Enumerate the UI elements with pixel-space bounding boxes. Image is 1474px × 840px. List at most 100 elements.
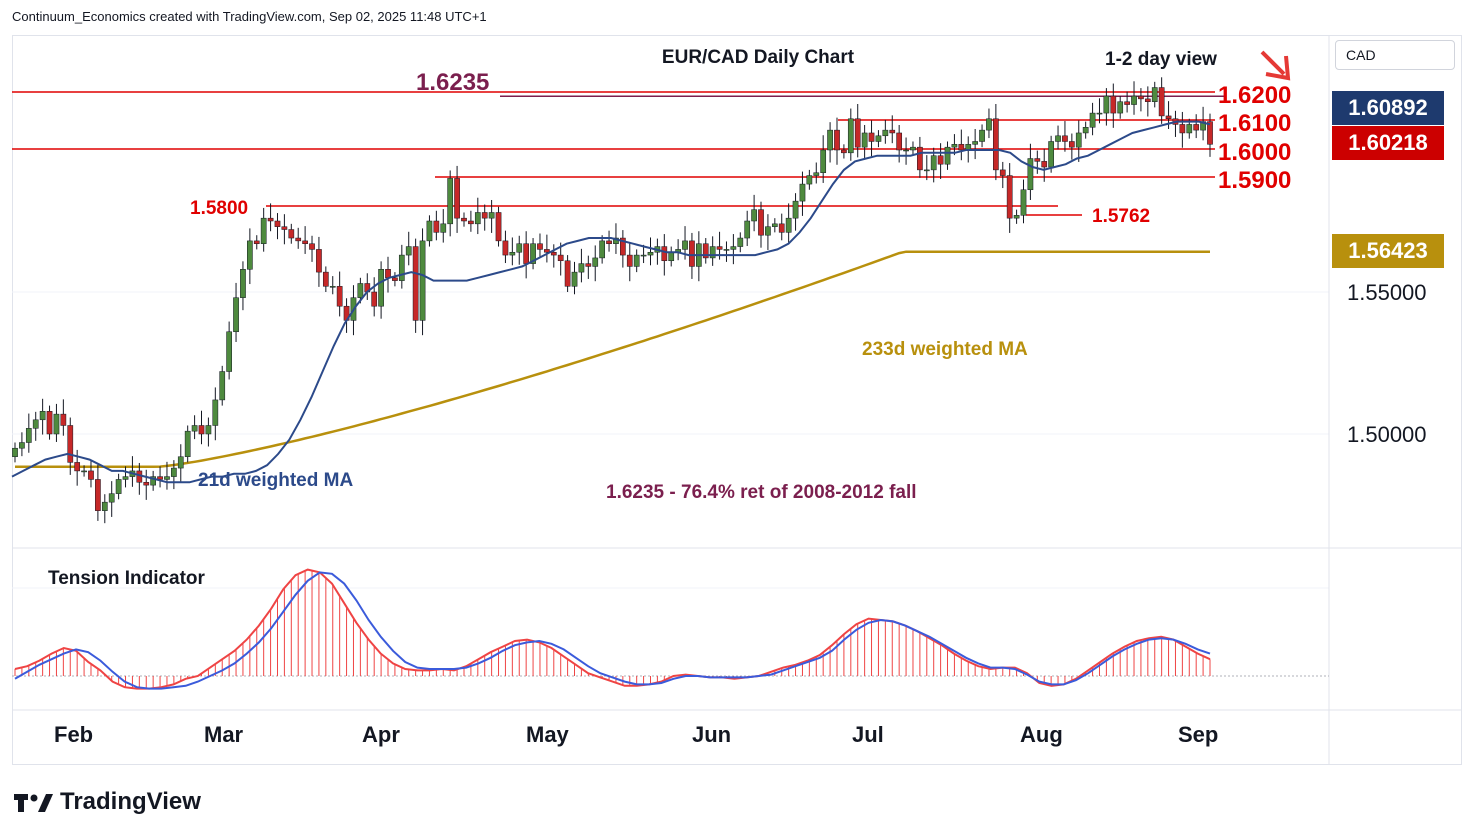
candle-body	[841, 149, 847, 154]
candle-body	[910, 146, 916, 151]
candle-body	[419, 240, 426, 321]
candle-body	[385, 269, 391, 279]
candle-body	[861, 132, 868, 148]
candle-body	[550, 251, 557, 256]
ma233-line	[15, 250, 1210, 468]
candle-body	[875, 135, 882, 142]
candle-body	[184, 430, 191, 457]
candle-body	[1055, 135, 1061, 142]
candle-body	[758, 209, 764, 236]
month-apr: Apr	[362, 722, 400, 747]
tension-blue-line	[14, 571, 1211, 690]
candle-body	[46, 411, 53, 435]
chart-title: EUR/CAD Daily Chart	[662, 47, 855, 68]
candle-body	[398, 254, 405, 281]
candle-body	[620, 237, 626, 256]
candle-body	[923, 169, 930, 172]
candle-body	[191, 425, 198, 432]
candle-body	[53, 413, 60, 435]
arrow-shaft	[1260, 50, 1286, 76]
candle-body	[668, 251, 675, 262]
candle-body	[972, 141, 978, 145]
level-label-1-6000: 1.6000	[1218, 139, 1291, 166]
candle-body	[544, 249, 550, 253]
candle-body	[709, 246, 716, 259]
candle-body	[889, 129, 896, 134]
candle-body	[1151, 87, 1158, 102]
candle-body	[454, 178, 460, 219]
candle-body	[896, 132, 903, 151]
candle-body	[240, 269, 246, 298]
month-jul: Jul	[852, 722, 884, 747]
candle-body	[115, 479, 122, 494]
candle-body	[1186, 124, 1193, 134]
candle-body	[702, 243, 709, 259]
candle-body	[986, 118, 992, 131]
candle-body	[578, 263, 585, 273]
candle-body	[502, 240, 509, 256]
candle-body	[813, 172, 820, 176]
month-may: May	[526, 722, 569, 747]
candle-body	[847, 118, 854, 154]
candle-body	[509, 251, 516, 256]
candle-body	[1179, 124, 1186, 134]
candle-body	[474, 212, 481, 225]
candle-body	[868, 132, 875, 142]
candle-body	[1124, 101, 1130, 105]
candle-body	[771, 223, 778, 227]
candle-body	[834, 129, 840, 151]
candle-body	[1207, 121, 1213, 145]
candle-body	[647, 251, 654, 256]
candle-body	[12, 447, 18, 457]
candle-body	[585, 263, 592, 267]
chart-frame	[12, 35, 1462, 765]
level-label-1-5762: 1.5762	[1092, 206, 1150, 227]
candle-body	[778, 223, 785, 233]
level-label-1-6100: 1.6100	[1218, 110, 1291, 137]
candle-body	[371, 291, 378, 307]
candle-body	[198, 425, 205, 435]
candle-body	[25, 428, 32, 443]
candle-body	[723, 249, 730, 251]
fib-level-label: 1.6235	[416, 69, 489, 96]
arrow-down-right-icon	[1260, 50, 1291, 81]
candle-body	[730, 246, 737, 250]
candle-body	[1027, 158, 1034, 191]
candle-body	[177, 456, 184, 469]
candle-body	[1131, 95, 1137, 105]
candle-body	[412, 246, 419, 321]
candle-body	[792, 200, 799, 219]
candle-body	[171, 467, 177, 477]
candle-body	[219, 371, 226, 401]
candle-body	[74, 462, 81, 472]
candle-body	[281, 226, 288, 230]
tradingview-logo[interactable]: TradingView	[14, 788, 201, 816]
chart-credit: Continuum_Economics created with Trading…	[12, 9, 487, 24]
tradingview-logo-icon	[14, 790, 54, 814]
candle-body	[999, 169, 1006, 176]
candle-body	[1013, 215, 1020, 219]
candle-body	[1193, 124, 1200, 131]
ma21-line	[11, 120, 1211, 484]
candle-body	[1006, 175, 1013, 219]
candle-body	[993, 118, 999, 171]
month-aug: Aug	[1020, 722, 1063, 747]
candle-body	[1110, 95, 1117, 114]
candle-body	[537, 243, 543, 250]
candle-body	[81, 470, 87, 473]
candle-body	[295, 237, 302, 242]
candle-body	[101, 501, 108, 511]
last-price-tag: 1.60218	[1332, 126, 1444, 160]
currency-selector[interactable]: CAD	[1335, 40, 1455, 70]
candle-body	[426, 220, 433, 242]
candle-body	[143, 482, 150, 486]
candle-body	[274, 220, 281, 227]
candle-body	[751, 209, 757, 222]
candle-body	[267, 217, 274, 222]
candle-body	[253, 240, 260, 244]
candle-body	[495, 212, 502, 242]
candle-body	[799, 183, 806, 202]
candle-body	[329, 286, 336, 288]
tradingview-logo-text: TradingView	[60, 788, 201, 815]
